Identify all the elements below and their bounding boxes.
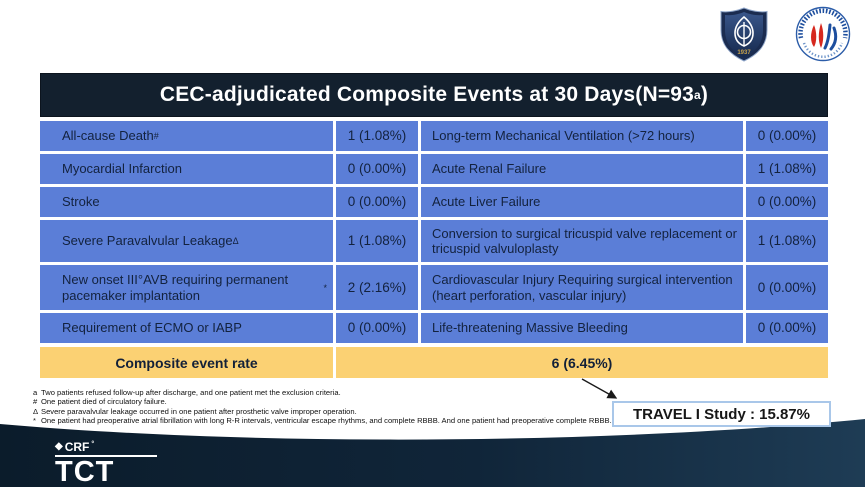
event-value: 0 (0.00%)	[746, 121, 828, 151]
table-title-text: CEC-adjudicated Composite Events at 30 D…	[159, 83, 695, 106]
footnote-line: # One patient died of circulatory failure…	[33, 397, 167, 407]
event-value: 0 (0.00%)	[336, 313, 418, 343]
crf-trademark: °	[91, 441, 95, 448]
footnotes: a Two patients refused follow-up after di…	[33, 388, 612, 426]
crf-logo: ◆ CRF °	[55, 441, 157, 453]
shield-year-label: 1937	[737, 50, 751, 56]
event-value: 0 (0.00%)	[336, 154, 418, 184]
crf-label: CRF	[64, 440, 90, 454]
crf-diamond-icon: ◆	[55, 441, 63, 452]
composite-rate-value: 6 (6.45%)	[336, 347, 828, 378]
hospital-shield-logo-icon: 1937	[720, 7, 768, 62]
event-value: 0 (0.00%)	[746, 265, 828, 310]
footnote-line: a Two patients refused follow-up after di…	[33, 388, 341, 397]
table-title-tail: )	[700, 83, 709, 106]
event-label: Acute Renal Failure	[421, 154, 743, 184]
logo-group: 1937	[705, 5, 857, 63]
event-value: 2 (2.16%)	[336, 265, 418, 310]
event-value: 1 (1.08%)	[336, 220, 418, 262]
event-value: 1 (1.08%)	[746, 220, 828, 262]
bottom-band	[0, 419, 865, 487]
composite-rate-label: Composite event rate	[40, 347, 333, 378]
callout-arrow-icon	[581, 378, 618, 399]
travel-study-label: TRAVEL I Study : 15.87%	[633, 405, 810, 423]
event-label: New onset III°AVB requiring permanent pa…	[40, 265, 333, 310]
event-label: All-cause Death #	[40, 121, 333, 151]
tct-label: TCT	[55, 456, 115, 487]
travel-study-callout: TRAVEL I Study : 15.87%	[612, 401, 831, 427]
event-label: Severe Paravalvular Leakage Δ	[40, 220, 333, 262]
event-value: 0 (0.00%)	[336, 187, 418, 217]
event-label: Cardiovascular Injury Requiring surgical…	[421, 265, 743, 310]
event-value: 1 (1.08%)	[746, 154, 828, 184]
event-label: Life-threatening Massive Bleeding	[421, 313, 743, 343]
tct-conference-logo: ◆ CRF ° TCT	[55, 441, 157, 487]
events-table: All-cause Death # 1 (1.08%) Long-term Mec…	[40, 121, 828, 343]
event-value: 0 (0.00%)	[746, 187, 828, 217]
event-label: Myocardial Infarction	[40, 154, 333, 184]
event-label: Acute Liver Failure	[421, 187, 743, 217]
footnote-line: Δ Severe paravalvular leakage occurred in…	[33, 406, 357, 416]
composite-rate-row: Composite event rate 6 (6.45%)	[40, 347, 828, 378]
table-title: CEC-adjudicated Composite Events at 30 D…	[40, 73, 828, 117]
event-label: Long-term Mechanical Ventilation (>72 ho…	[421, 121, 743, 151]
logo-divider	[55, 455, 157, 457]
research-center-round-logo-icon	[795, 6, 851, 62]
event-value: 1 (1.08%)	[336, 121, 418, 151]
footnote-line: * One patient had preoperative atrial fib…	[33, 416, 612, 426]
event-value: 0 (0.00%)	[746, 313, 828, 343]
event-label: Conversion to surgical tricuspid valve r…	[421, 220, 743, 262]
event-label: Stroke	[40, 187, 333, 217]
event-label: Requirement of ECMO or IABP	[40, 313, 333, 343]
